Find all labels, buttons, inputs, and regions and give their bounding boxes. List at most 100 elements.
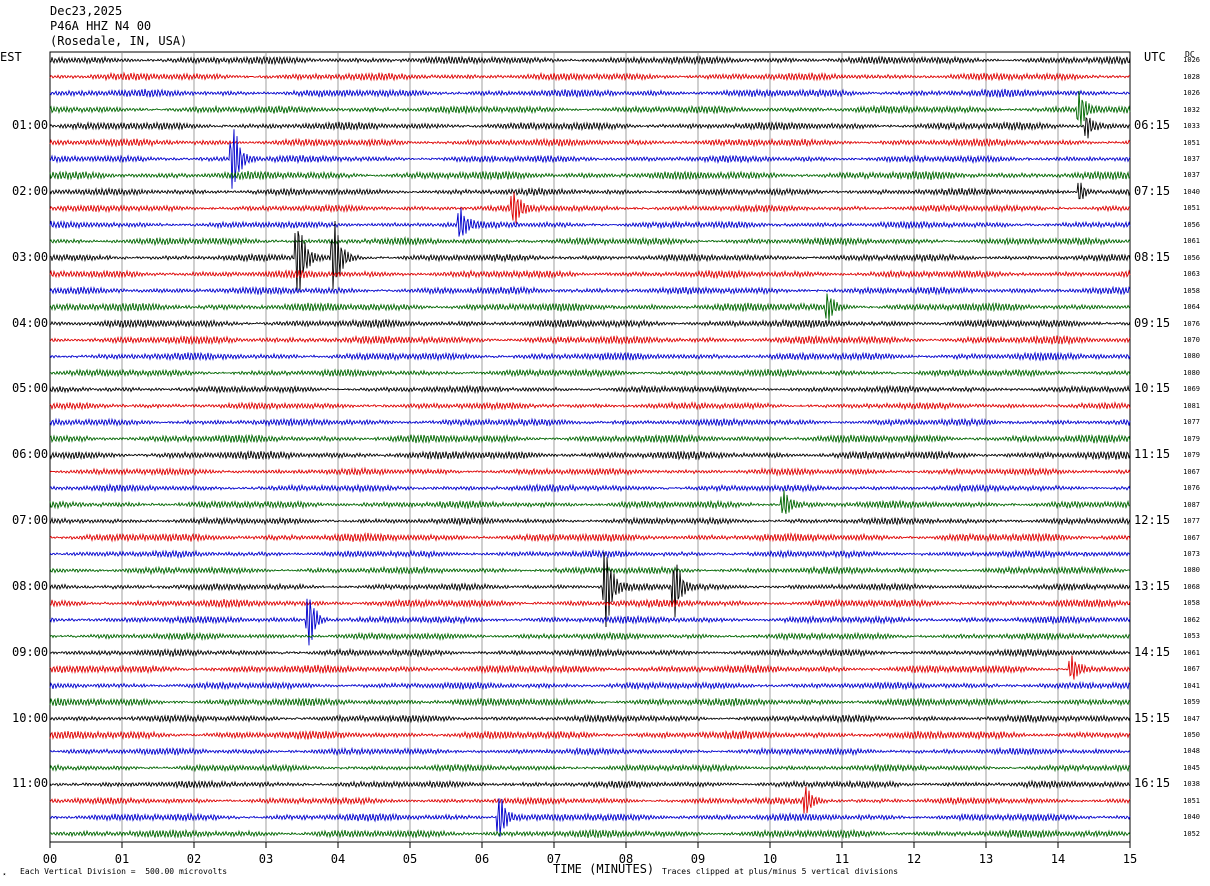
seismic-trace-30 [49, 548, 1131, 559]
seismic-trace-11 [49, 236, 1131, 247]
left-time-label: 06:00 [12, 447, 49, 462]
seismic-trace-21 [49, 400, 1131, 411]
station-location: (Rosedale, IN, USA) [50, 34, 188, 48]
dc-offset-label: 1053 [1183, 632, 1200, 641]
right-time-label: 11:15 [1134, 447, 1171, 462]
dc-offset-label: 1056 [1183, 253, 1200, 262]
dc-offset-label: 1056 [1183, 220, 1200, 229]
dc-offset-label: 1026 [1183, 89, 1200, 98]
x-tick-label-02: 02 [186, 852, 202, 866]
dc-offset-label: 1033 [1183, 122, 1200, 131]
seismic-trace-2 [49, 88, 1131, 99]
right-time-label: 13:15 [1134, 578, 1171, 593]
x-tick-label-13: 13 [978, 852, 994, 866]
seismic-trace-35 [49, 631, 1131, 642]
x-tick-label-10: 10 [762, 852, 778, 866]
dc-offset-label: 1076 [1183, 319, 1200, 328]
dc-offset-label: 1058 [1183, 599, 1200, 608]
seismic-trace-37 [49, 655, 1131, 680]
seismic-trace-42 [49, 746, 1131, 757]
dc-offset-label: 1058 [1183, 286, 1200, 295]
dc-offset-label: 1062 [1183, 615, 1200, 624]
clip-note: Traces clipped at plus/minus 5 vertical … [662, 867, 899, 876]
x-tick-label-08: 08 [618, 852, 634, 866]
x-tick-label-14: 14 [1050, 852, 1066, 866]
x-tick-label-15: 15 [1122, 852, 1138, 866]
left-time-label: 08:00 [12, 578, 49, 593]
right-time-label: 07:15 [1134, 183, 1171, 198]
dc-offset-label: 1028 [1183, 72, 1200, 81]
seismic-trace-39 [49, 697, 1131, 708]
dc-offset-label: 1038 [1183, 780, 1200, 789]
x-tick-label-11: 11 [834, 852, 850, 866]
right-time-label: 12:15 [1134, 513, 1171, 528]
left-time-label: 07:00 [12, 513, 49, 528]
left-time-label: 03:00 [12, 249, 49, 264]
dc-offset-label: 1063 [1183, 270, 1200, 279]
dc-offset-label: 1067 [1183, 467, 1200, 476]
dc-offset-label: 1070 [1183, 336, 1200, 345]
dc-offset-label: 1069 [1183, 385, 1200, 394]
seismic-trace-22 [49, 417, 1131, 428]
seismic-trace-14 [49, 285, 1131, 296]
dc-offset-label: 1041 [1183, 681, 1200, 690]
seismic-trace-16 [49, 318, 1131, 330]
seismic-trace-5 [49, 137, 1131, 148]
dc-offset-label: 1037 [1183, 171, 1200, 180]
left-time-label: 02:00 [12, 183, 49, 198]
dc-offset-label: 1079 [1183, 434, 1200, 443]
dc-offset-label: 1073 [1183, 549, 1200, 558]
dc-offset-label: 1026 [1183, 56, 1200, 65]
seismic-trace-27 [49, 490, 1131, 514]
dc-offset-label: 1068 [1183, 582, 1200, 591]
dc-offset-label: 1064 [1183, 303, 1200, 312]
x-tick-label-00: 00 [42, 852, 58, 866]
corner-mark: ⋆ [2, 870, 7, 879]
right-timezone-label: UTC [1144, 50, 1166, 64]
seismic-trace-9 [49, 192, 1131, 224]
seismic-trace-43 [49, 763, 1131, 773]
seismic-trace-7 [49, 170, 1131, 181]
right-time-label: 15:15 [1134, 710, 1171, 725]
right-time-label: 14:15 [1134, 644, 1171, 659]
dc-offset-label: 1067 [1183, 533, 1200, 542]
seismic-trace-29 [49, 531, 1131, 543]
seismic-trace-23 [49, 433, 1131, 444]
dc-offset-label: 1051 [1183, 204, 1200, 213]
x-tick-label-04: 04 [330, 852, 346, 866]
seismic-trace-10 [49, 207, 1131, 237]
dc-offset-label: 1077 [1183, 418, 1200, 427]
dc-offset-label: 1047 [1183, 714, 1200, 723]
scale-note: Each Vertical Division = 500.00 microvol… [20, 867, 228, 876]
left-time-label: 04:00 [12, 315, 49, 330]
x-tick-label-09: 09 [690, 852, 706, 866]
seismic-trace-15 [49, 293, 1131, 322]
dc-offset-label: 1087 [1183, 500, 1200, 509]
left-time-label: 05:00 [12, 381, 49, 396]
seismic-trace-1 [49, 71, 1131, 82]
dc-offset-label: 1080 [1183, 368, 1200, 377]
dc-offset-label: 1067 [1183, 665, 1200, 674]
dc-offset-label: 1079 [1183, 451, 1200, 460]
seismic-trace-33 [49, 598, 1131, 609]
dc-header-label: DC [1185, 50, 1195, 59]
x-tick-label-07: 07 [546, 852, 562, 866]
seismic-trace-36 [49, 647, 1131, 658]
seismic-trace-32 [49, 552, 1131, 628]
record-date: Dec23,2025 [50, 4, 123, 18]
seismic-trace-41 [49, 729, 1131, 741]
seismic-trace-46 [49, 798, 1131, 837]
seismic-trace-45 [49, 786, 1131, 814]
dc-offset-label: 1032 [1183, 105, 1200, 114]
dc-offset-label: 1061 [1183, 237, 1200, 246]
dc-offset-label: 1037 [1183, 154, 1200, 163]
dc-offset-label: 1061 [1183, 648, 1200, 657]
seismic-trace-6 [49, 129, 1131, 189]
x-tick-label-12: 12 [906, 852, 922, 866]
dc-offset-label: 1081 [1183, 401, 1200, 410]
dc-offset-label: 1050 [1183, 731, 1200, 740]
seismic-trace-17 [49, 334, 1131, 346]
seismic-trace-19 [50, 368, 1131, 378]
dc-offset-label: 1080 [1183, 352, 1200, 361]
seismic-trace-25 [49, 466, 1131, 477]
